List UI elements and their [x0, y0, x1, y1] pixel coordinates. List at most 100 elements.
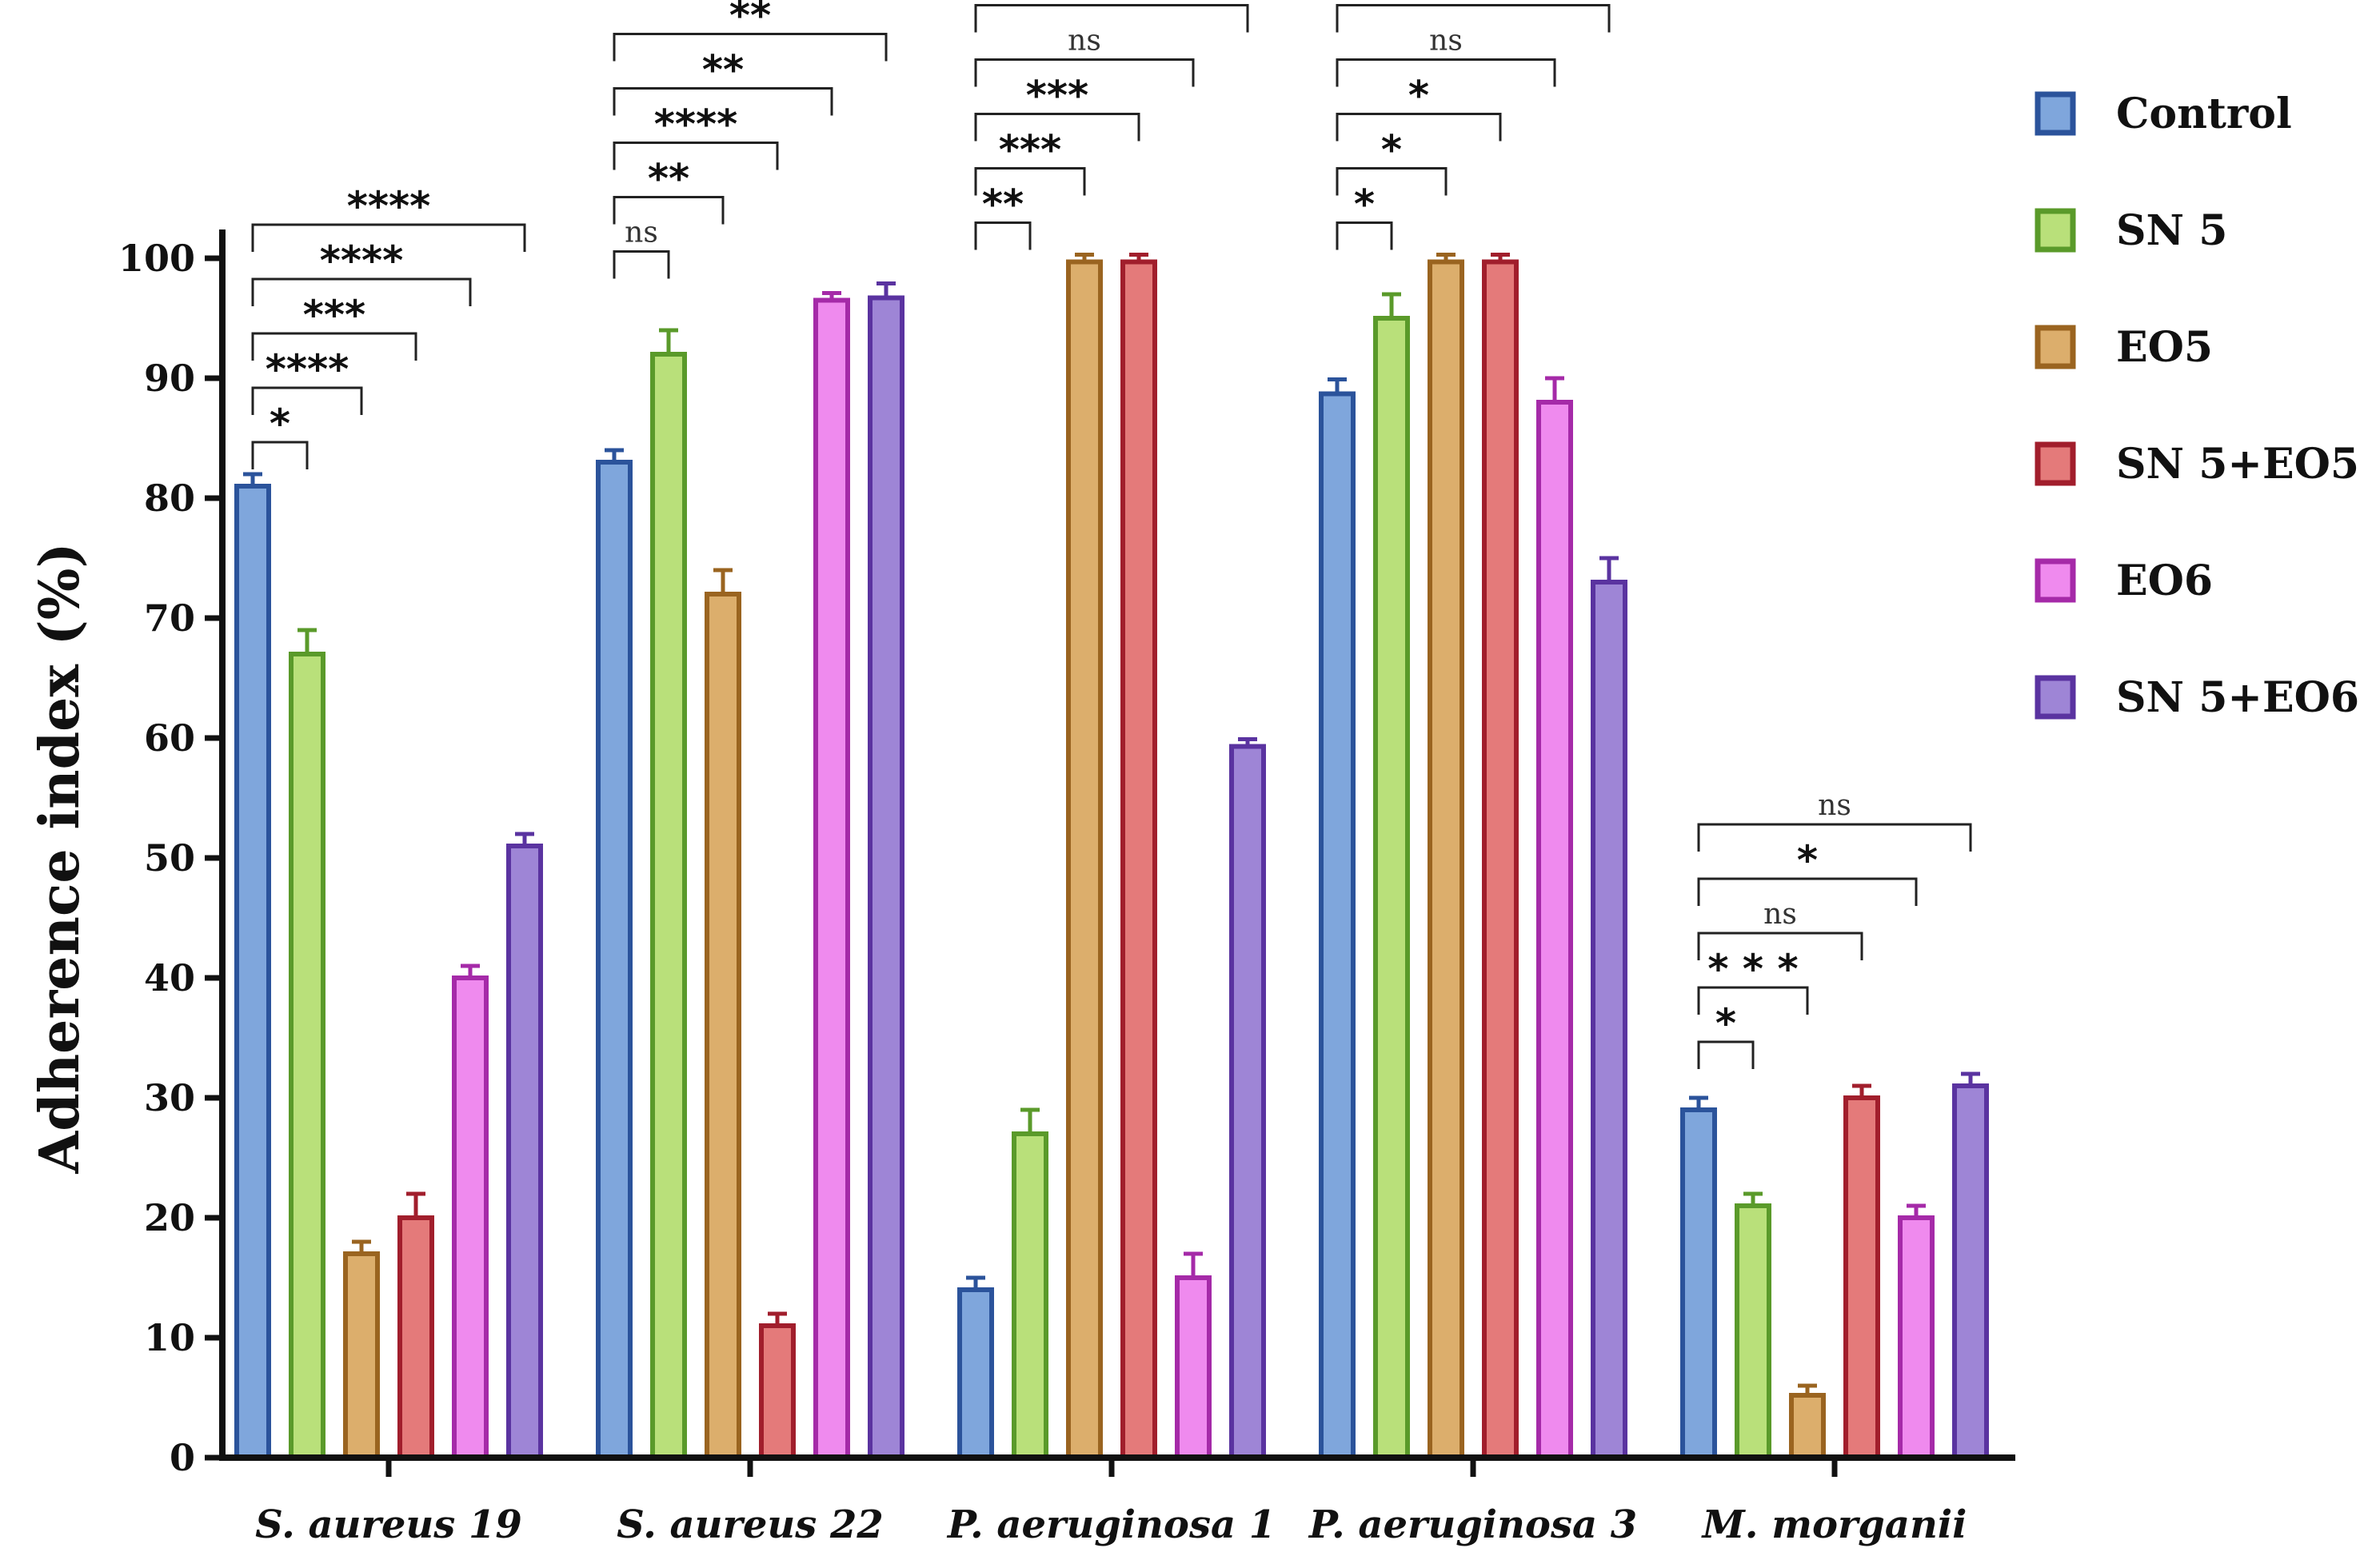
sig-label: ns	[625, 217, 658, 249]
bar-sn-5-eo5	[397, 1215, 434, 1460]
y-tick-label: 50	[144, 836, 195, 880]
sig-bracket	[613, 87, 833, 116]
sig-label: ***	[1080, 0, 1143, 10]
bar-sn-5-eo6	[506, 844, 543, 1460]
legend-swatch	[2035, 675, 2076, 720]
bar-eo5	[1066, 259, 1103, 1460]
bar-eo6	[813, 297, 850, 1460]
x-category-label: P. aeruginosa 1	[946, 1502, 1276, 1547]
y-tick-label: 80	[144, 477, 195, 520]
sig-bracket	[1697, 932, 1863, 960]
sig-label: *	[1797, 837, 1818, 884]
bar-sn-5-eo5	[1482, 259, 1519, 1460]
bar-sn-5-eo6	[1952, 1083, 1989, 1460]
y-tick-label: 30	[144, 1076, 195, 1119]
sig-label: *	[1408, 73, 1429, 119]
legend-label: EO5	[2116, 323, 2213, 372]
sig-bracket	[251, 223, 526, 252]
bar-sn-5	[1735, 1203, 1771, 1460]
sig-label: **	[729, 0, 771, 39]
bar-eo5	[1428, 259, 1464, 1460]
x-category-label: P. aeruginosa 3	[1308, 1502, 1637, 1547]
legend-label: Control	[2116, 90, 2292, 138]
bar-sn-5	[650, 352, 687, 1460]
sig-label: ***	[303, 292, 365, 338]
sig-label: ****	[266, 346, 349, 393]
legend-label: SN 5	[2116, 206, 2227, 255]
bar-sn-5	[1373, 316, 1410, 1460]
sig-label: ****	[347, 183, 431, 229]
legend-swatch	[2035, 558, 2076, 603]
y-tick-label: 40	[144, 956, 195, 999]
bar-control	[1680, 1107, 1717, 1460]
sig-bracket	[974, 113, 1140, 142]
sig-bracket	[613, 33, 888, 62]
bar-sn-5	[1012, 1131, 1048, 1460]
bar-sn-5-eo5	[1843, 1095, 1880, 1460]
sig-label: ****	[654, 102, 738, 148]
legend-label: EO6	[2116, 557, 2213, 605]
sig-label: *	[1715, 1000, 1736, 1047]
bar-eo6	[1175, 1275, 1212, 1460]
legend: Control SN 5 EO5 SN 5+EO5 EO6 SN 5+EO6	[2035, 90, 2359, 722]
bar-sn-5-eo6	[868, 295, 904, 1460]
bars	[234, 253, 1989, 1460]
bar-sn-5	[289, 652, 325, 1460]
legend-label: SN 5+EO5	[2116, 440, 2359, 489]
sig-bracket	[1336, 4, 1611, 33]
sig-label: ns	[1429, 25, 1463, 58]
bar-eo6	[1898, 1215, 1935, 1460]
sig-bracket	[251, 332, 417, 361]
y-tick-label: 10	[144, 1316, 195, 1359]
sig-bracket	[613, 196, 725, 225]
sig-bracket	[1697, 986, 1809, 1015]
legend-swatch	[2035, 208, 2076, 253]
sig-label: **	[1452, 0, 1494, 10]
sig-bracket	[1697, 877, 1918, 906]
sig-bracket	[974, 58, 1195, 87]
bar-control	[1319, 391, 1356, 1460]
bar-eo5	[705, 592, 741, 1460]
x-category-label: S. aureus 19	[255, 1502, 522, 1547]
bar-sn-5-eo5	[1120, 259, 1157, 1460]
y-tick-label: 20	[144, 1196, 195, 1239]
y-tick-label: 70	[144, 596, 195, 640]
significance-brackets: ****************ns******************ns**…	[251, 0, 1972, 1069]
y-tick-label: 90	[144, 357, 195, 400]
sig-bracket	[251, 386, 363, 415]
sig-label: *	[270, 401, 290, 447]
sig-bracket	[974, 221, 1032, 250]
axes	[219, 229, 2015, 1461]
sig-label: ns	[1763, 898, 1797, 931]
y-tick-label: 60	[144, 716, 195, 760]
sig-label: ***	[999, 127, 1061, 174]
x-category-label: S. aureus 22	[617, 1502, 884, 1547]
sig-bracket	[1336, 167, 1448, 196]
sig-label: * * *	[1707, 946, 1798, 992]
sig-bracket	[974, 167, 1086, 196]
y-axis-title: Adherence index (%)	[28, 542, 92, 1174]
bar-sn-5-eo6	[1229, 744, 1266, 1460]
sig-bracket	[1697, 1040, 1755, 1069]
legend-swatch	[2035, 325, 2076, 369]
sig-label: ****	[320, 237, 404, 284]
bar-sn-5-eo6	[1591, 580, 1627, 1460]
bar-control	[957, 1287, 994, 1460]
sig-label: **	[982, 182, 1024, 228]
bar-eo5	[343, 1251, 380, 1460]
sig-label: **	[648, 156, 689, 202]
legend-swatch	[2035, 441, 2076, 486]
bar-control	[234, 484, 271, 1460]
sig-bracket	[1336, 113, 1502, 142]
sig-bracket	[974, 4, 1249, 33]
bar-eo6	[1536, 400, 1573, 1460]
legend-label: SN 5+EO6	[2116, 673, 2359, 722]
legend-swatch	[2035, 91, 2076, 136]
y-tick-label: 100	[118, 237, 195, 280]
y-axis-ticks: 0 10 20 30 40 50 60 70 80 90 100	[118, 237, 222, 1479]
y-tick-label: 0	[170, 1436, 195, 1479]
sig-bracket	[1336, 58, 1556, 87]
bar-control	[596, 460, 633, 1460]
sig-label: ***	[1026, 73, 1088, 119]
